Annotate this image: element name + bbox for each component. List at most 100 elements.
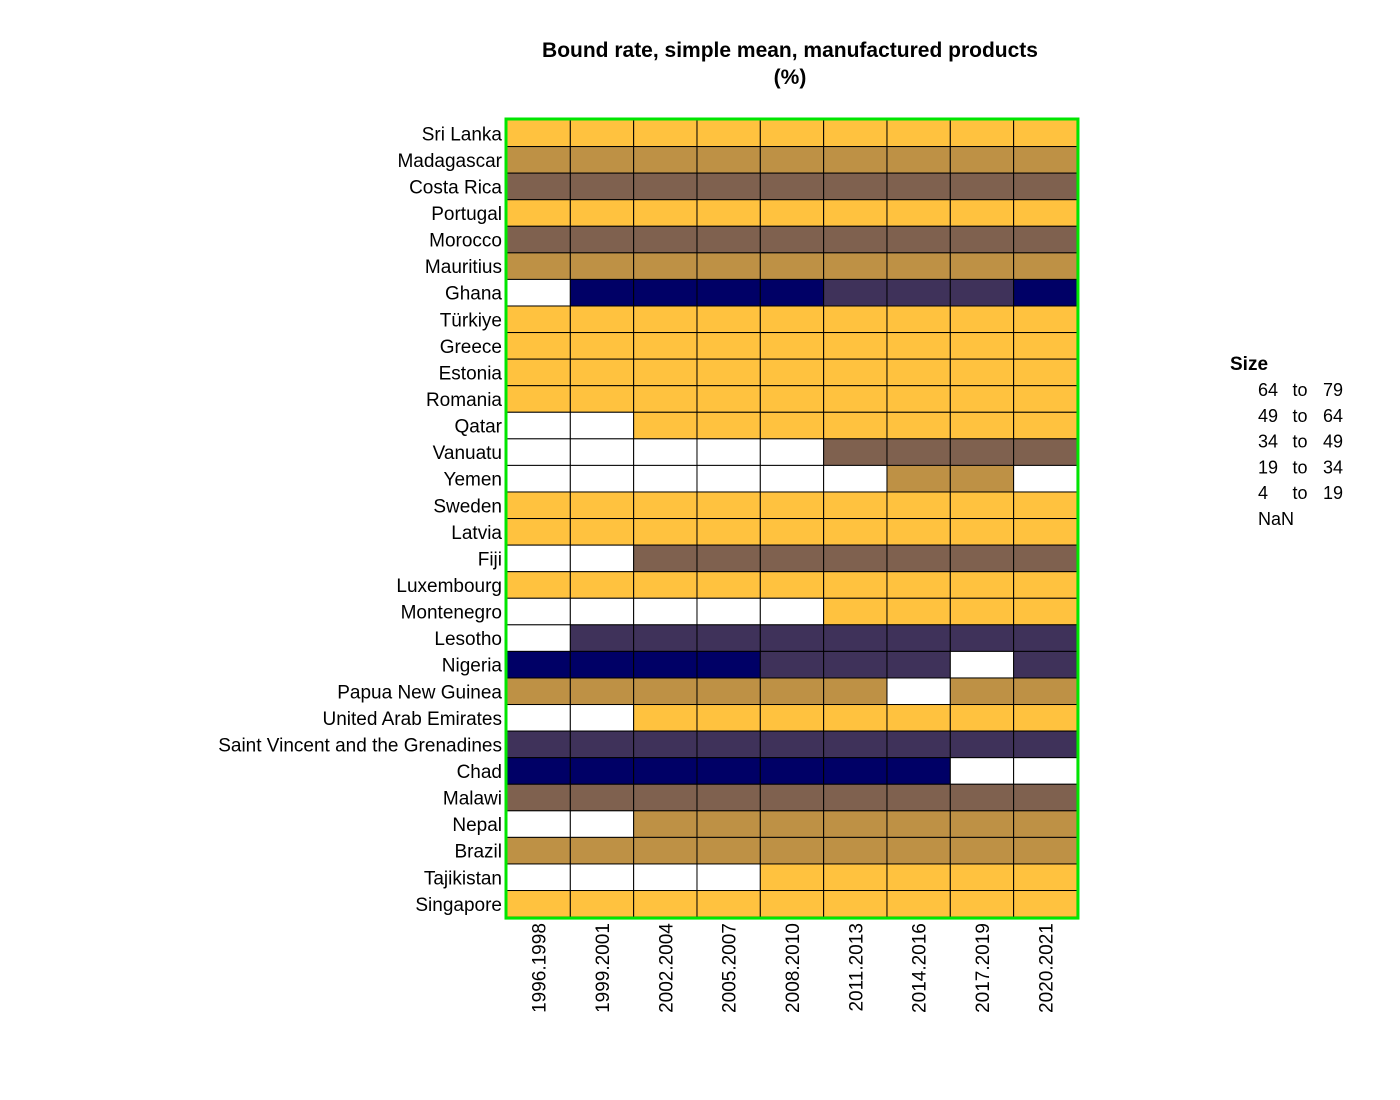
heatmap-cell-fiji-1 [569,544,635,573]
heatmap-cell-vanuatu-1 [569,438,635,466]
heatmap-cell-singapore-6 [886,890,951,918]
heatmap-cell-chad-6 [886,757,951,785]
heatmap-cell-papua-new-guinea-8 [1013,677,1078,706]
row-label-t-rkiye: Türkiye [440,310,502,331]
heatmap-cell-yemen-5 [823,464,888,493]
heatmap-cell-montenegro-0 [506,597,571,626]
heatmap-cell-vanuatu-7 [949,438,1015,466]
heatmap-cell-mauritius-2 [633,252,698,280]
heatmap-cell-chad-4 [759,757,825,785]
heatmap-cell-montenegro-8 [1013,597,1078,626]
heatmap-cell-costa-rica-6 [886,172,951,201]
heatmap-cell-greece-4 [759,332,825,360]
column-label-0: 1996.1998 [530,923,551,1013]
heatmap-cell-sweden-5 [823,491,888,520]
heatmap-cell-qatar-3 [696,411,761,440]
heatmap-cell-papua-new-guinea-6 [886,677,951,706]
heatmap-cell-estonia-3 [696,358,761,387]
heatmap-cell-brazil-8 [1013,836,1078,865]
legend-item-1: 49 to 64 [1258,406,1343,426]
heatmap-cell-papua-new-guinea-2 [633,677,698,706]
heatmap-cell-romania-5 [823,385,888,413]
heatmap-cell-costa-rica-8 [1013,172,1078,201]
heatmap-cell-chad-7 [949,757,1015,785]
heatmap-cell-ghana-1 [569,278,635,307]
heatmap-cell-vanuatu-3 [696,438,761,466]
heatmap-cell-fiji-5 [823,544,888,573]
heatmap-cell-luxembourg-7 [949,571,1015,599]
column-label-6: 2014.2016 [910,923,931,1013]
heatmap-cell-greece-7 [949,332,1015,360]
heatmap-cell-singapore-1 [569,890,635,918]
heatmap-cell-brazil-3 [696,836,761,865]
legend-item-0: 64 to 79 [1258,380,1343,400]
heatmap-cell-saint-vincent-and-the-grenadines-5 [823,730,888,759]
legend: Size 64 to 79 49 to 64 34 to 49 19 to 34 4 to 19 NaN [1230,354,1343,529]
heatmap-cell-morocco-3 [696,225,761,254]
heatmap-cell-madagascar-0 [506,146,571,174]
heatmap-cell-tajikistan-8 [1013,863,1078,892]
heatmap-cell-ghana-8 [1013,278,1078,307]
heatmap-cell-greece-2 [633,332,698,360]
row-label-tajikistan: Tajikistan [424,868,502,889]
heatmap-cell-portugal-2 [633,199,698,227]
heatmap-cell-saint-vincent-and-the-grenadines-8 [1013,730,1078,759]
legend-label-from: 34 [1258,432,1278,452]
heatmap-cell-sweden-1 [569,491,635,520]
heatmap-cell-morocco-7 [949,225,1015,254]
legend-label-to: 49 [1323,432,1343,452]
heatmap-cell-ghana-7 [949,278,1015,307]
heatmap-cell-vanuatu-8 [1013,438,1078,466]
heatmap-cell-luxembourg-2 [633,571,698,599]
heatmap-cell-brazil-0 [506,836,571,865]
heatmap-cell-malawi-3 [696,783,761,812]
heatmap-cell-ghana-6 [886,278,951,307]
heatmap-cell-costa-rica-7 [949,172,1015,201]
heatmap-cell-tajikistan-6 [886,863,951,892]
heatmap-cell-brazil-7 [949,836,1015,865]
legend-label-from: 64 [1258,380,1278,400]
heatmap-cell-chad-5 [823,757,888,785]
heatmap-cell-sri-lanka-8 [1013,119,1078,148]
heatmap-cell-nigeria-7 [949,650,1015,679]
heatmap-cell-lesotho-3 [696,624,761,652]
heatmap-cell-nepal-2 [633,810,698,838]
heatmap-cell-saint-vincent-and-the-grenadines-1 [569,730,635,759]
heatmap-cell-greece-3 [696,332,761,360]
heatmap-cell-nigeria-4 [759,650,825,679]
heatmap-cell-united-arab-emirates-7 [949,704,1015,732]
heatmap-cell-mauritius-3 [696,252,761,280]
legend-label-from: NaN [1258,509,1294,529]
heatmap-cell-nepal-7 [949,810,1015,838]
heatmap-cell-latvia-6 [886,518,951,546]
heatmap-cell-nigeria-2 [633,650,698,679]
row-label-lesotho: Lesotho [434,629,502,650]
heatmap-cell-chad-8 [1013,757,1078,785]
row-label-greece: Greece [440,337,502,358]
row-label-montenegro: Montenegro [401,603,502,624]
heatmap-cell-madagascar-1 [569,146,635,174]
heatmap-cell-united-arab-emirates-0 [506,704,571,732]
heatmap-cell-lesotho-8 [1013,624,1078,652]
row-label-madagascar: Madagascar [397,151,502,172]
heatmap-cell-brazil-6 [886,836,951,865]
heatmap-cell-costa-rica-0 [506,172,571,201]
heatmap-cell-saint-vincent-and-the-grenadines-7 [949,730,1015,759]
heatmap-cell-montenegro-1 [569,597,635,626]
heatmap-cell-nepal-5 [823,810,888,838]
heatmap-cell-mauritius-5 [823,252,888,280]
heatmap-cell-yemen-2 [633,464,698,493]
heatmap-cell-nigeria-1 [569,650,635,679]
legend-label-sep: to [1292,406,1307,426]
heatmap-cell-united-arab-emirates-5 [823,704,888,732]
heatmap-cell-lesotho-1 [569,624,635,652]
heatmap-cell-romania-1 [569,385,635,413]
row-label-saint-vincent-and-the-grenadines: Saint Vincent and the Grenadines [218,735,502,756]
heatmap-cell-portugal-4 [759,199,825,227]
heatmap-cell-sri-lanka-0 [506,119,571,148]
heatmap-cell-sweden-7 [949,491,1015,520]
heatmap-cell-morocco-2 [633,225,698,254]
heatmap-cell-morocco-0 [506,225,571,254]
heatmap-cell-singapore-7 [949,890,1015,918]
heatmap-cell-greece-1 [569,332,635,360]
